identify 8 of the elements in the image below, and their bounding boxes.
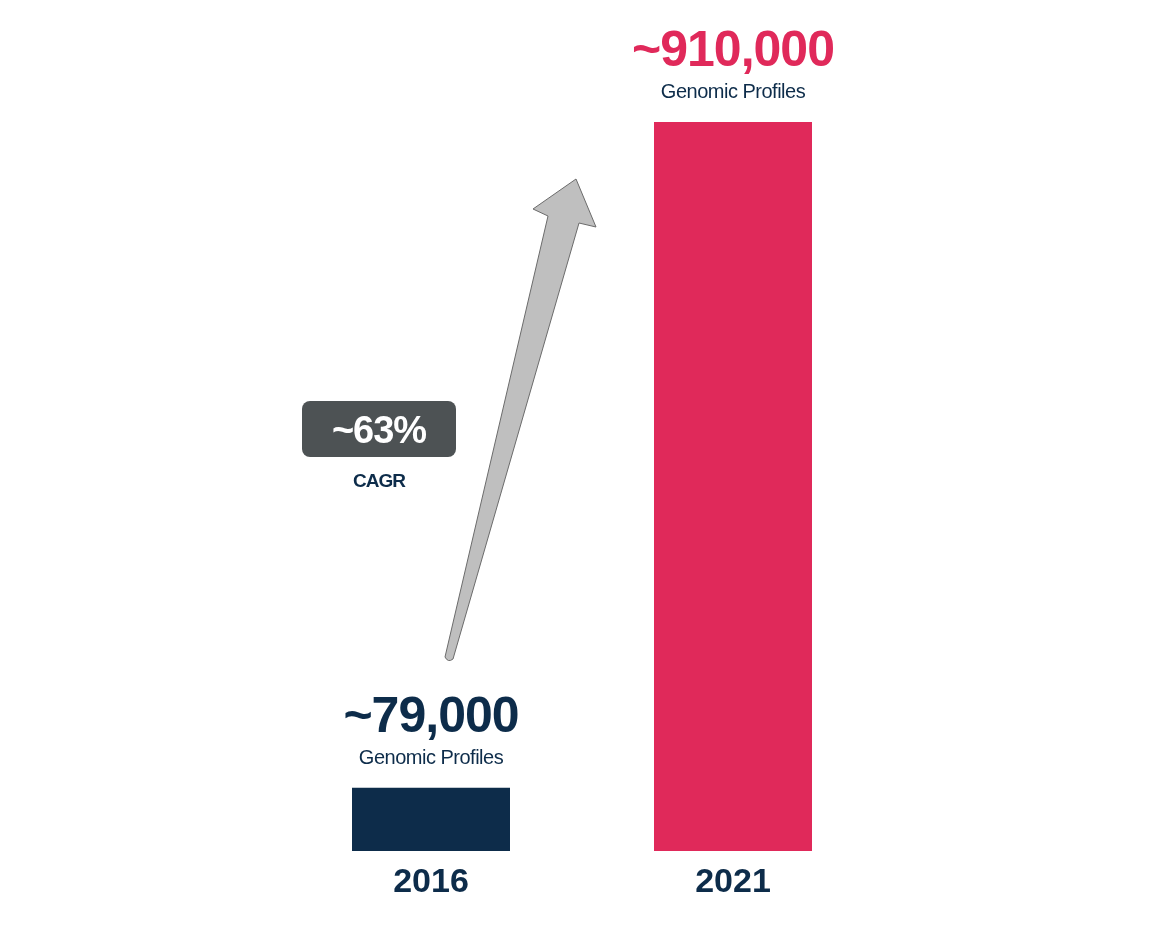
annotation: CAGR	[353, 470, 407, 491]
x-tick-label: 2021	[695, 861, 771, 900]
data-label: ~910,000	[632, 21, 834, 77]
x-tick-label: 2016	[393, 861, 469, 900]
annotation: Genomic Profiles	[358, 745, 504, 768]
data-label: ~79,000	[343, 686, 519, 743]
annotation: ~63%	[331, 409, 427, 451]
annotation: Genomic Profiles	[660, 80, 806, 102]
